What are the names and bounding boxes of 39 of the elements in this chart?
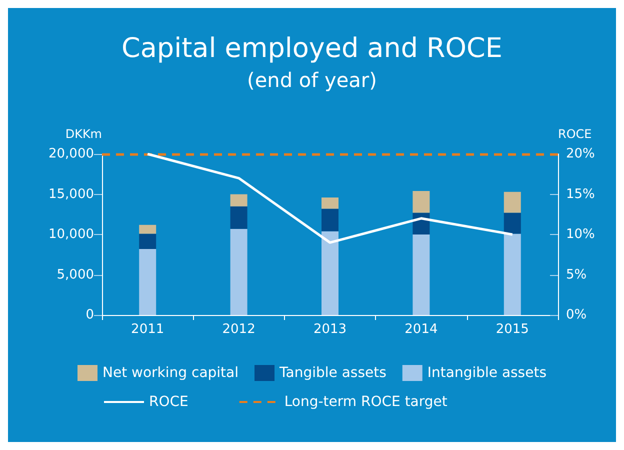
bar xyxy=(139,248,156,315)
bar xyxy=(412,191,430,213)
y-tick-label: 20,000 xyxy=(48,146,94,162)
chart-subtitle: (end of year) xyxy=(247,68,377,92)
line-series xyxy=(146,152,514,244)
y-axis-title: DKKm xyxy=(65,127,102,141)
bar xyxy=(139,234,156,249)
bar xyxy=(230,194,248,206)
bar xyxy=(139,224,156,234)
y2-tick-label: 5% xyxy=(566,267,587,282)
bar xyxy=(504,192,521,213)
legend-label: Long-term ROCE target xyxy=(284,394,448,410)
x-tick-label: 2011 xyxy=(131,322,164,337)
x-tick-label: 2012 xyxy=(222,322,256,337)
bar xyxy=(322,197,338,209)
bar xyxy=(230,228,248,315)
bar xyxy=(230,206,248,229)
y2-axis-title: ROCE xyxy=(558,127,592,141)
y-tick-label: 0 xyxy=(86,308,94,322)
y2-tick-label: 10% xyxy=(566,227,595,242)
bar xyxy=(322,231,338,315)
legend-label: Tangible assets xyxy=(278,365,386,381)
y2-tick-label: 0% xyxy=(566,308,587,322)
x-tick-label: 2015 xyxy=(496,322,529,337)
bar xyxy=(322,208,338,232)
x-tick-label: 2014 xyxy=(404,322,438,337)
y-tick-label: 5,000 xyxy=(56,267,94,282)
y2-tick-label: 20% xyxy=(566,146,595,162)
legend-label: Net working capital xyxy=(102,365,239,381)
legend-label: Intangible assets xyxy=(427,365,547,381)
y2-tick-label: 15% xyxy=(566,186,595,202)
y-tick-label: 15,000 xyxy=(48,186,94,202)
bar xyxy=(412,234,430,315)
chart-title: Capital employed and ROCE xyxy=(122,33,502,64)
legend-label: ROCE xyxy=(149,394,188,410)
y-tick-label: 10,000 xyxy=(48,227,94,242)
bar xyxy=(504,212,521,234)
bar xyxy=(504,234,521,315)
x-tick-label: 2013 xyxy=(313,322,347,337)
